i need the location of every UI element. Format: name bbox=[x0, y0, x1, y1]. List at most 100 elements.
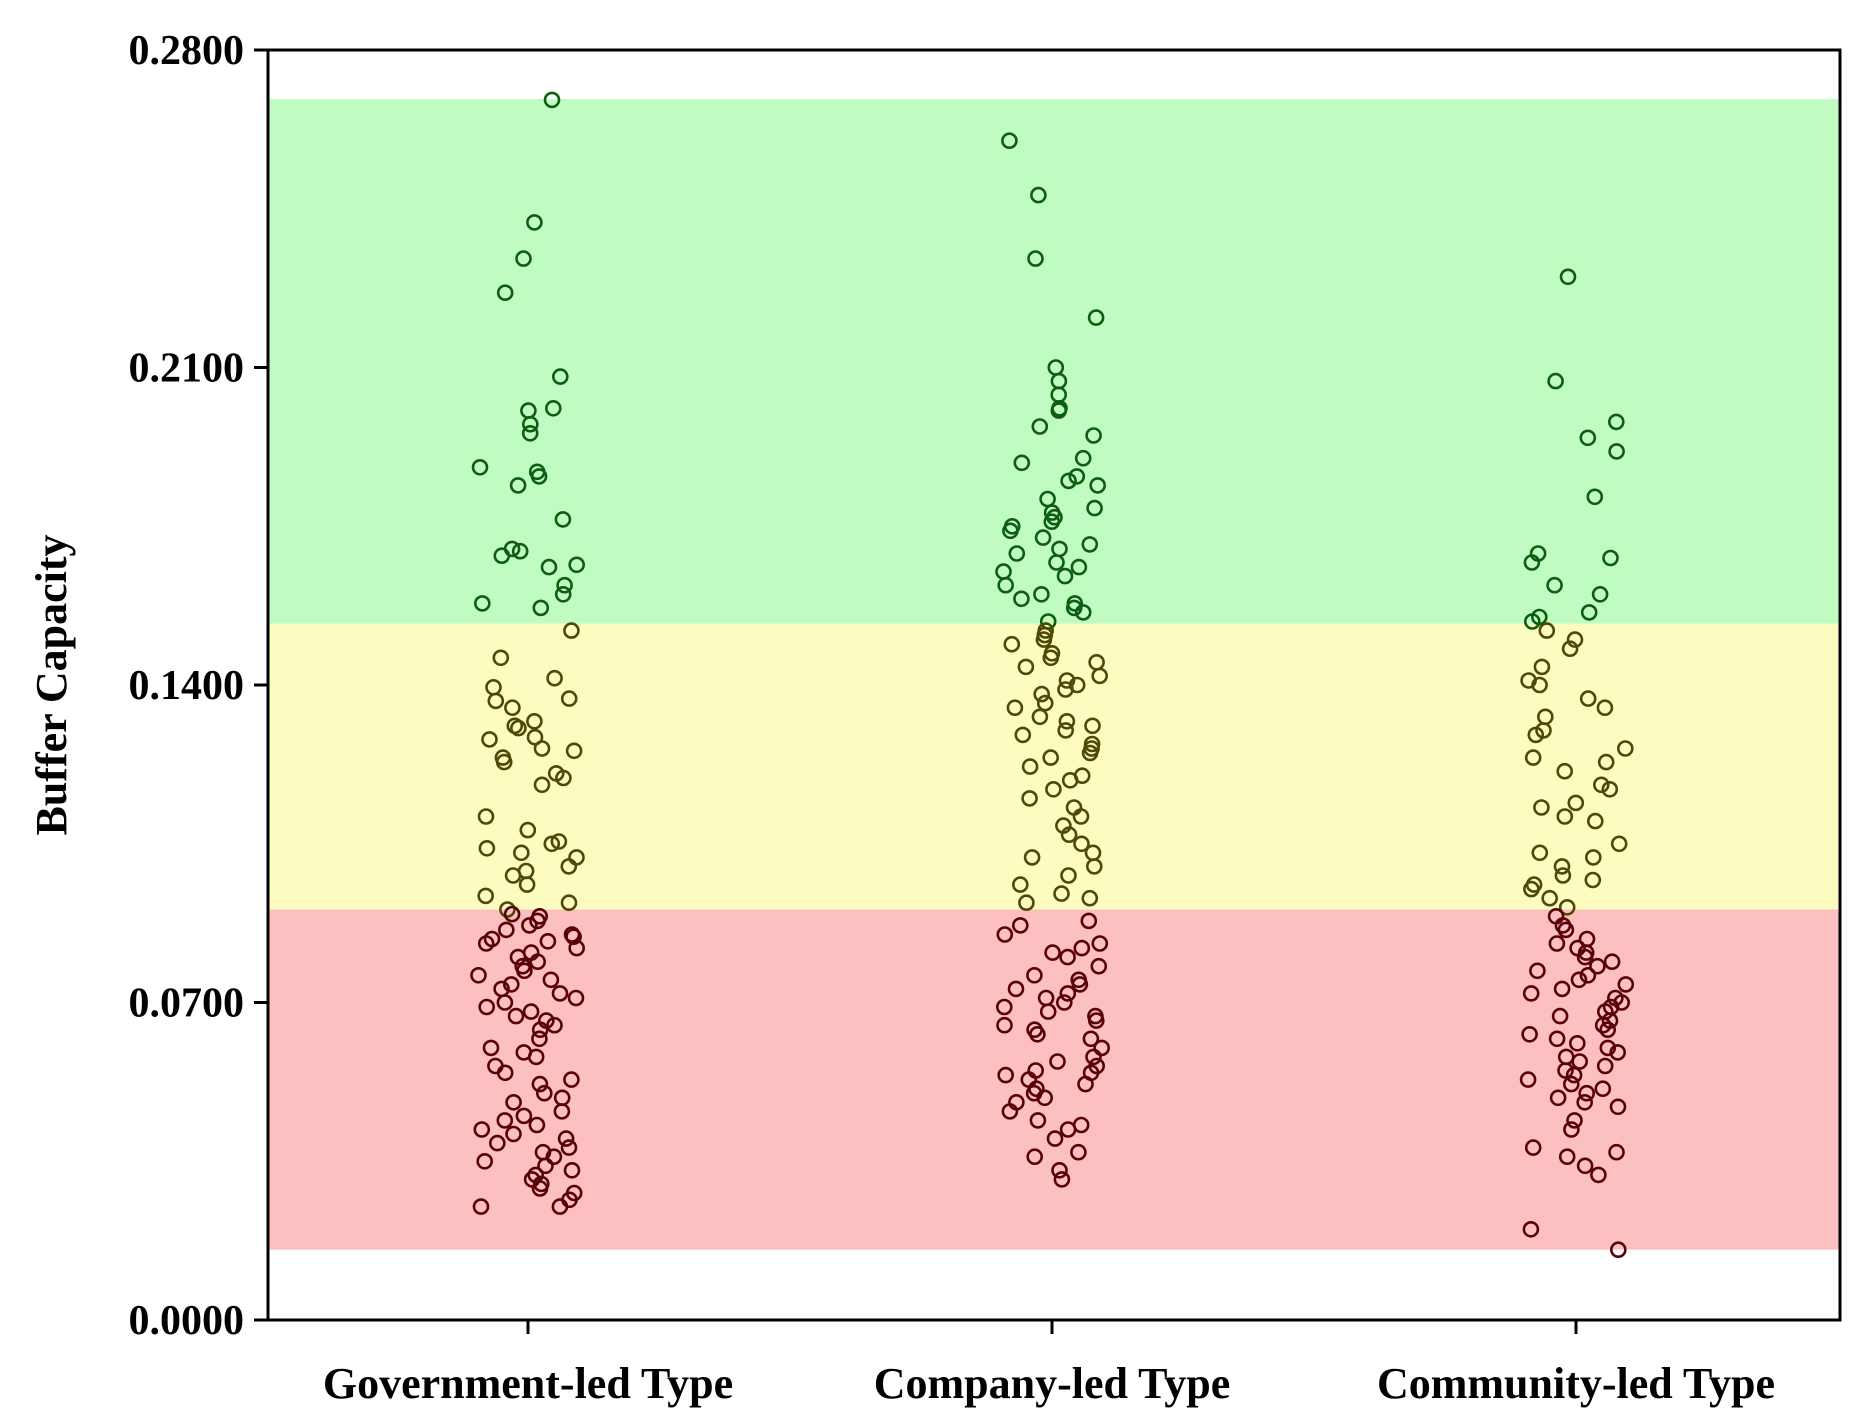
data-point bbox=[1565, 1066, 1583, 1084]
data-point bbox=[996, 1016, 1013, 1034]
data-point bbox=[1093, 1039, 1110, 1057]
data-point bbox=[1086, 499, 1103, 517]
data-point bbox=[1023, 849, 1041, 866]
data-point bbox=[1001, 1103, 1019, 1120]
data-point bbox=[1060, 867, 1077, 884]
data-point bbox=[526, 214, 543, 231]
data-point bbox=[1549, 1089, 1567, 1107]
data-point bbox=[1071, 976, 1089, 993]
data-point bbox=[1007, 980, 1025, 998]
data-point bbox=[1027, 250, 1044, 267]
data-point bbox=[1034, 529, 1052, 546]
data-point bbox=[996, 926, 1014, 943]
data-point bbox=[1524, 749, 1542, 766]
data-point bbox=[1029, 1026, 1046, 1043]
data-point bbox=[1593, 776, 1610, 794]
data-point bbox=[527, 1048, 545, 1066]
data-point bbox=[511, 542, 529, 560]
data-point bbox=[560, 858, 578, 875]
data-point bbox=[533, 776, 551, 794]
data-point bbox=[1059, 1121, 1077, 1138]
data-point bbox=[1031, 708, 1049, 726]
data-point bbox=[504, 699, 521, 717]
data-point bbox=[1056, 567, 1074, 585]
data-point bbox=[1571, 1053, 1588, 1070]
data-point bbox=[1026, 1148, 1043, 1165]
data-point bbox=[1053, 1171, 1071, 1188]
data-point bbox=[543, 835, 561, 853]
data-point bbox=[1011, 917, 1029, 934]
data-point bbox=[1033, 685, 1050, 703]
data-point bbox=[1576, 948, 1594, 966]
y-tick-label: 0.0000 bbox=[129, 1298, 245, 1344]
data-point bbox=[1570, 971, 1588, 989]
data-point bbox=[1046, 1130, 1064, 1147]
data-point bbox=[554, 585, 572, 603]
data-point bbox=[1006, 699, 1024, 717]
data-point bbox=[1065, 599, 1083, 617]
data-point bbox=[1558, 1148, 1576, 1165]
data-point bbox=[477, 808, 495, 825]
data-point bbox=[1036, 1089, 1053, 1107]
data-point bbox=[546, 1016, 563, 1034]
data-point bbox=[1601, 780, 1619, 798]
data-point bbox=[496, 994, 514, 1011]
data-point bbox=[551, 985, 569, 1002]
data-point bbox=[1586, 488, 1604, 506]
data-point bbox=[537, 1157, 554, 1175]
data-point bbox=[505, 1125, 522, 1143]
data-point bbox=[567, 989, 585, 1007]
y-axis-title: Buffer Capacity bbox=[27, 534, 76, 835]
data-point bbox=[995, 998, 1013, 1016]
data-point bbox=[1033, 585, 1050, 603]
data-point bbox=[1013, 454, 1031, 472]
data-point bbox=[1053, 885, 1070, 902]
data-point bbox=[1051, 1162, 1068, 1179]
data-point bbox=[1073, 939, 1091, 957]
data-point bbox=[496, 284, 514, 302]
data-point bbox=[1553, 980, 1571, 998]
data-point bbox=[1056, 994, 1073, 1011]
data-point bbox=[1008, 545, 1026, 562]
data-point bbox=[1576, 1157, 1594, 1175]
data-point bbox=[1087, 309, 1105, 326]
data-point bbox=[516, 962, 533, 980]
data-point bbox=[543, 91, 561, 109]
data-point bbox=[556, 576, 573, 594]
data-point bbox=[1566, 1112, 1583, 1129]
data-point bbox=[1548, 1030, 1566, 1048]
data-point bbox=[1609, 1044, 1626, 1061]
data-point bbox=[515, 250, 532, 267]
data-point bbox=[1589, 957, 1606, 975]
data-point bbox=[1070, 558, 1088, 576]
data-point bbox=[470, 966, 487, 984]
data-point bbox=[1548, 935, 1566, 952]
data-point bbox=[1580, 604, 1598, 621]
data-point bbox=[1566, 631, 1584, 648]
data-point bbox=[1608, 443, 1625, 460]
data-point bbox=[526, 712, 543, 730]
data-point bbox=[1533, 658, 1551, 676]
data-point bbox=[565, 928, 582, 946]
data-point bbox=[529, 953, 547, 971]
y-tick-label: 0.0700 bbox=[129, 981, 245, 1027]
data-point bbox=[1603, 953, 1621, 971]
data-point bbox=[521, 917, 538, 934]
data-point bbox=[478, 839, 496, 857]
data-point bbox=[473, 595, 491, 612]
x-category-label: Community-led Type bbox=[1377, 1359, 1775, 1408]
data-point bbox=[522, 1003, 540, 1020]
data-point bbox=[1559, 268, 1577, 286]
data-point bbox=[1609, 1098, 1627, 1116]
data-point bbox=[497, 921, 515, 939]
threshold-bands bbox=[268, 98, 1840, 1250]
data-point bbox=[496, 1064, 514, 1082]
data-point bbox=[1081, 889, 1099, 907]
data-point bbox=[1021, 758, 1039, 775]
data-point bbox=[1538, 622, 1556, 639]
data-point bbox=[529, 912, 546, 930]
data-point bbox=[1017, 658, 1035, 676]
data-point bbox=[496, 1112, 514, 1129]
data-point bbox=[1617, 976, 1635, 993]
data-point bbox=[563, 1162, 581, 1179]
